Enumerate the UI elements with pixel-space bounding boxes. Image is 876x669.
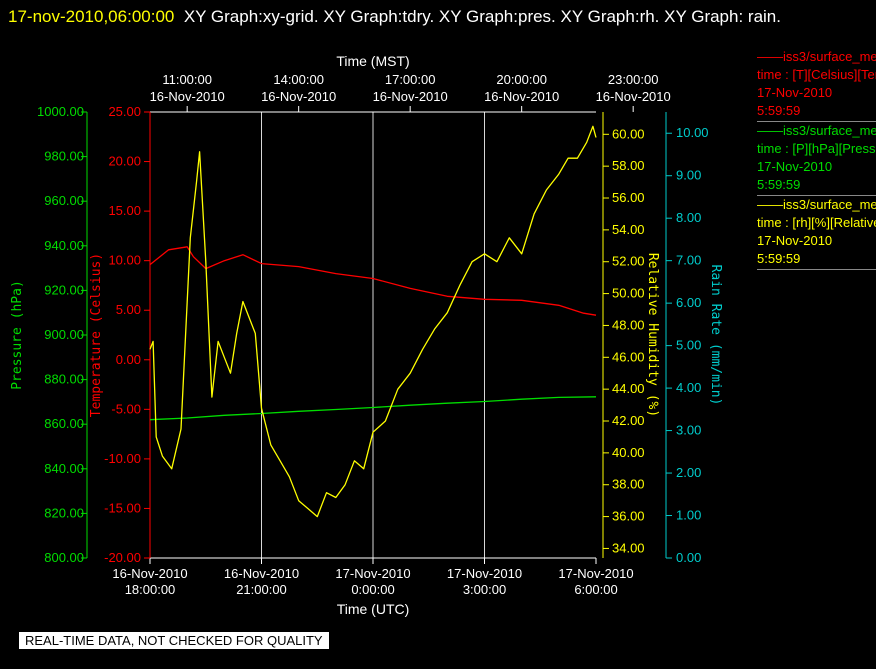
legend-entry-temperature: iss3/surface_met time : [T][Celsius][Tem… [757, 48, 876, 122]
humidity-tick-label: 50.00 [612, 286, 645, 301]
x-tick-label-time: 3:00:00 [463, 582, 506, 597]
chart-grid [261, 112, 485, 558]
chart-series [149, 125, 597, 518]
x-top-axis-label: Time (MST) [336, 53, 409, 69]
pressure-tick-label: 800.00 [44, 550, 84, 565]
pressure-series-line [149, 396, 597, 421]
x-top-tick-label-date: 16-Nov-2010 [596, 89, 671, 104]
graph-title: 17-nov-2010,06:00:00 XY Graph:xy-grid. X… [8, 2, 868, 32]
temperature-tick-label: 20.00 [108, 154, 141, 169]
x-top-tick-label-time: 17:00:00 [385, 72, 436, 87]
temperature-series-line [149, 246, 597, 316]
humidity-tick-label: 36.00 [612, 509, 645, 524]
rain-tick-label: 10.00 [676, 125, 709, 140]
x-axis-label: Time (UTC) [337, 601, 410, 617]
pressure-tick-label: 920.00 [44, 282, 84, 297]
graph-timestamp: 17-nov-2010,06:00:00 [8, 7, 175, 26]
pressure-tick-label: 900.00 [44, 327, 84, 342]
temperature-tick-label: -15.00 [104, 500, 141, 515]
legend-series-name: iss3/surface_met [757, 48, 876, 66]
humidity-tick-label: 38.00 [612, 477, 645, 492]
legend-date: 17-Nov-2010 [757, 233, 833, 248]
temperature-tick-label: 10.00 [108, 253, 141, 268]
x-top-tick-label-date: 16-Nov-2010 [150, 89, 225, 104]
x-tick-label-date: 17-Nov-2010 [447, 566, 522, 581]
humidity-tick-label: 60.00 [612, 126, 645, 141]
x-tick-label-date: 16-Nov-2010 [224, 566, 299, 581]
legend-time: 5:59:59 [757, 251, 801, 266]
pressure-tick-label: 860.00 [44, 416, 84, 431]
humidity-tick-label: 42.00 [612, 413, 645, 428]
humidity-tick-label: 48.00 [612, 317, 645, 332]
legend-time: 5:59:59 [757, 103, 801, 118]
legend: iss3/surface_met time : [T][Celsius][Tem… [757, 48, 876, 270]
legend-date: 17-Nov-2010 [757, 85, 833, 100]
legend-entry-humidity: iss3/surface_met time : [rh][%][Relative… [757, 196, 876, 270]
pressure-tick-label: 820.00 [44, 505, 84, 520]
humidity-tick-label: 46.00 [612, 349, 645, 364]
rain-tick-label: 1.00 [676, 508, 701, 523]
legend-field: time : [P][hPa][Pressure] [757, 141, 876, 156]
temperature-tick-label: -10.00 [104, 451, 141, 466]
legend-entry-pressure: iss3/surface_met time : [P][hPa][Pressur… [757, 122, 876, 196]
x-top-tick-label-time: 11:00:00 [162, 72, 212, 87]
pressure-tick-label: 940.00 [44, 238, 84, 253]
x-top-tick-label-time: 20:00:00 [496, 72, 547, 87]
humidity-tick-label: 44.00 [612, 381, 645, 396]
x-tick-label-time: 6:00:00 [574, 582, 617, 597]
rain-tick-label: 0.00 [676, 550, 701, 565]
rain-axis-label: Rain Rate (mm/min) [708, 265, 723, 406]
pressure-axis-label: Pressure (hPa) [10, 280, 25, 390]
x-tick-label-date: 17-Nov-2010 [558, 566, 633, 581]
humidity-series-line [149, 125, 597, 518]
x-top-tick-label-time: 23:00:00 [608, 72, 659, 87]
x-top-tick-label-date: 16-Nov-2010 [261, 89, 336, 104]
temperature-tick-label: -20.00 [104, 550, 141, 565]
temperature-tick-label: 0.00 [116, 352, 141, 367]
rain-tick-label: 9.00 [676, 168, 701, 183]
x-top-tick-label-date: 16-Nov-2010 [484, 89, 559, 104]
rain-tick-label: 3.00 [676, 423, 701, 438]
legend-series-name: iss3/surface_met [757, 196, 876, 214]
temperature-tick-label: 15.00 [108, 203, 141, 218]
pressure-tick-label: 880.00 [44, 372, 84, 387]
x-top-tick-label-date: 16-Nov-2010 [373, 89, 448, 104]
legend-time: 5:59:59 [757, 177, 801, 192]
humidity-axis-label: Relative Humidity (%) [645, 253, 660, 417]
legend-series-name: iss3/surface_met [757, 122, 876, 140]
temperature-tick-label: 5.00 [116, 302, 141, 317]
rain-tick-label: 6.00 [676, 295, 701, 310]
humidity-tick-label: 54.00 [612, 222, 645, 237]
humidity-tick-label: 34.00 [612, 540, 645, 555]
legend-field: time : [rh][%][Relative Humidity] [757, 215, 876, 230]
rain-tick-label: 4.00 [676, 380, 701, 395]
humidity-tick-label: 52.00 [612, 254, 645, 269]
temperature-tick-label: 25.00 [108, 104, 141, 119]
legend-date: 17-Nov-2010 [757, 159, 833, 174]
pressure-tick-label: 840.00 [44, 461, 84, 476]
x-tick-label-time: 0:00:00 [351, 582, 394, 597]
pressure-tick-label: 960.00 [44, 193, 84, 208]
rain-tick-label: 8.00 [676, 210, 701, 225]
x-tick-label-time: 21:00:00 [236, 582, 287, 597]
temperature-axis-label: Temperature (Celsius) [89, 253, 104, 417]
humidity-tick-label: 56.00 [612, 190, 645, 205]
pressure-tick-label: 980.00 [44, 149, 84, 164]
rain-tick-label: 7.00 [676, 253, 701, 268]
x-top-tick-label-time: 14:00:00 [273, 72, 324, 87]
rain-tick-label: 2.00 [676, 465, 701, 480]
pressure-tick-label: 1000.00 [37, 104, 84, 119]
graph-list: XY Graph:xy-grid. XY Graph:tdry. XY Grap… [183, 7, 781, 26]
chart-axes: 16-Nov-201018:00:0016-Nov-201021:00:0017… [10, 53, 723, 617]
quality-warning-badge: REAL-TIME DATA, NOT CHECKED FOR QUALITY [19, 632, 329, 649]
x-tick-label-date: 17-Nov-2010 [335, 566, 410, 581]
x-tick-label-date: 16-Nov-2010 [112, 566, 187, 581]
humidity-tick-label: 58.00 [612, 158, 645, 173]
humidity-tick-label: 40.00 [612, 445, 645, 460]
temperature-tick-label: -5.00 [111, 401, 141, 416]
legend-field: time : [T][Celsius][Temperature] [757, 67, 876, 82]
rain-tick-label: 5.00 [676, 338, 701, 353]
x-tick-label-time: 18:00:00 [125, 582, 176, 597]
